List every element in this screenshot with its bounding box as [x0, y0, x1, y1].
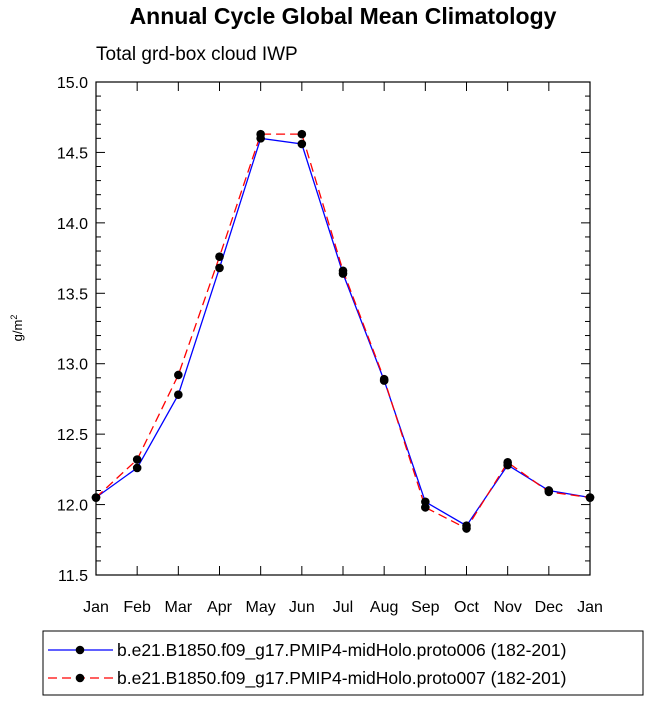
x-tick-label: Nov — [493, 599, 521, 616]
y-axis-label: g/m2 — [9, 315, 25, 342]
y-axis-label-base: g/m — [10, 320, 25, 342]
chart-title: Annual Cycle Global Mean Climatology — [130, 3, 557, 29]
y-tick-label: 13.0 — [57, 357, 88, 374]
y-tick-label: 11.5 — [58, 568, 88, 585]
x-tick-label: Feb — [123, 599, 151, 616]
series-2-point — [297, 129, 307, 139]
legend-marker-1 — [75, 645, 85, 655]
y-axis-label-sup: 2 — [9, 315, 19, 320]
y-tick-label: 14.0 — [57, 216, 88, 233]
series-1-point — [174, 390, 183, 400]
series-2-point — [544, 487, 554, 497]
series-2-point — [215, 252, 224, 261]
series-2-point — [132, 455, 142, 464]
x-tick-label: Aug — [370, 599, 398, 616]
x-tick-label: Jun — [289, 599, 315, 616]
legend-label-2: b.e21.B1850.f09_g17.PMIP4-midHolo.proto0… — [117, 668, 566, 689]
series-2-point — [379, 374, 389, 384]
series-2-point — [338, 266, 348, 276]
series-2-point — [174, 370, 183, 380]
series-2-point — [421, 503, 430, 512]
x-tick-label: Sep — [411, 599, 440, 616]
series-2-point — [503, 458, 512, 467]
legend-label-1: b.e21.B1850.f09_g17.PMIP4-midHolo.proto0… — [117, 640, 566, 661]
legend-box — [42, 630, 644, 696]
y-tick-label: 12.5 — [57, 427, 88, 444]
x-tick-label: Oct — [454, 599, 479, 616]
plot-frame — [95, 81, 591, 576]
series-2-point — [256, 129, 265, 139]
series-1-point — [215, 263, 224, 273]
series-1-point — [297, 139, 307, 149]
x-tick-label: Apr — [207, 599, 233, 616]
series-2-point — [91, 493, 101, 502]
series-line-2 — [95, 133, 591, 530]
x-tick-label: Jan — [577, 599, 603, 616]
x-tick-label: Jul — [333, 599, 353, 616]
x-tick-label: Mar — [165, 599, 193, 616]
legend-marker-2 — [75, 673, 85, 683]
series-2-point — [462, 524, 471, 533]
x-tick-label: Jan — [83, 599, 109, 616]
x-tick-label: May — [246, 599, 276, 616]
chart-subtitle: Total grd-box cloud IWP — [96, 44, 298, 65]
y-tick-label: 15.0 — [57, 75, 88, 92]
y-tick-label: 13.5 — [57, 286, 88, 303]
y-tick-label: 12.0 — [57, 498, 88, 515]
x-tick-label: Dec — [535, 599, 563, 616]
y-tick-label: 14.5 — [57, 145, 88, 162]
series-2-point — [585, 493, 595, 502]
series-1-point — [132, 463, 142, 473]
